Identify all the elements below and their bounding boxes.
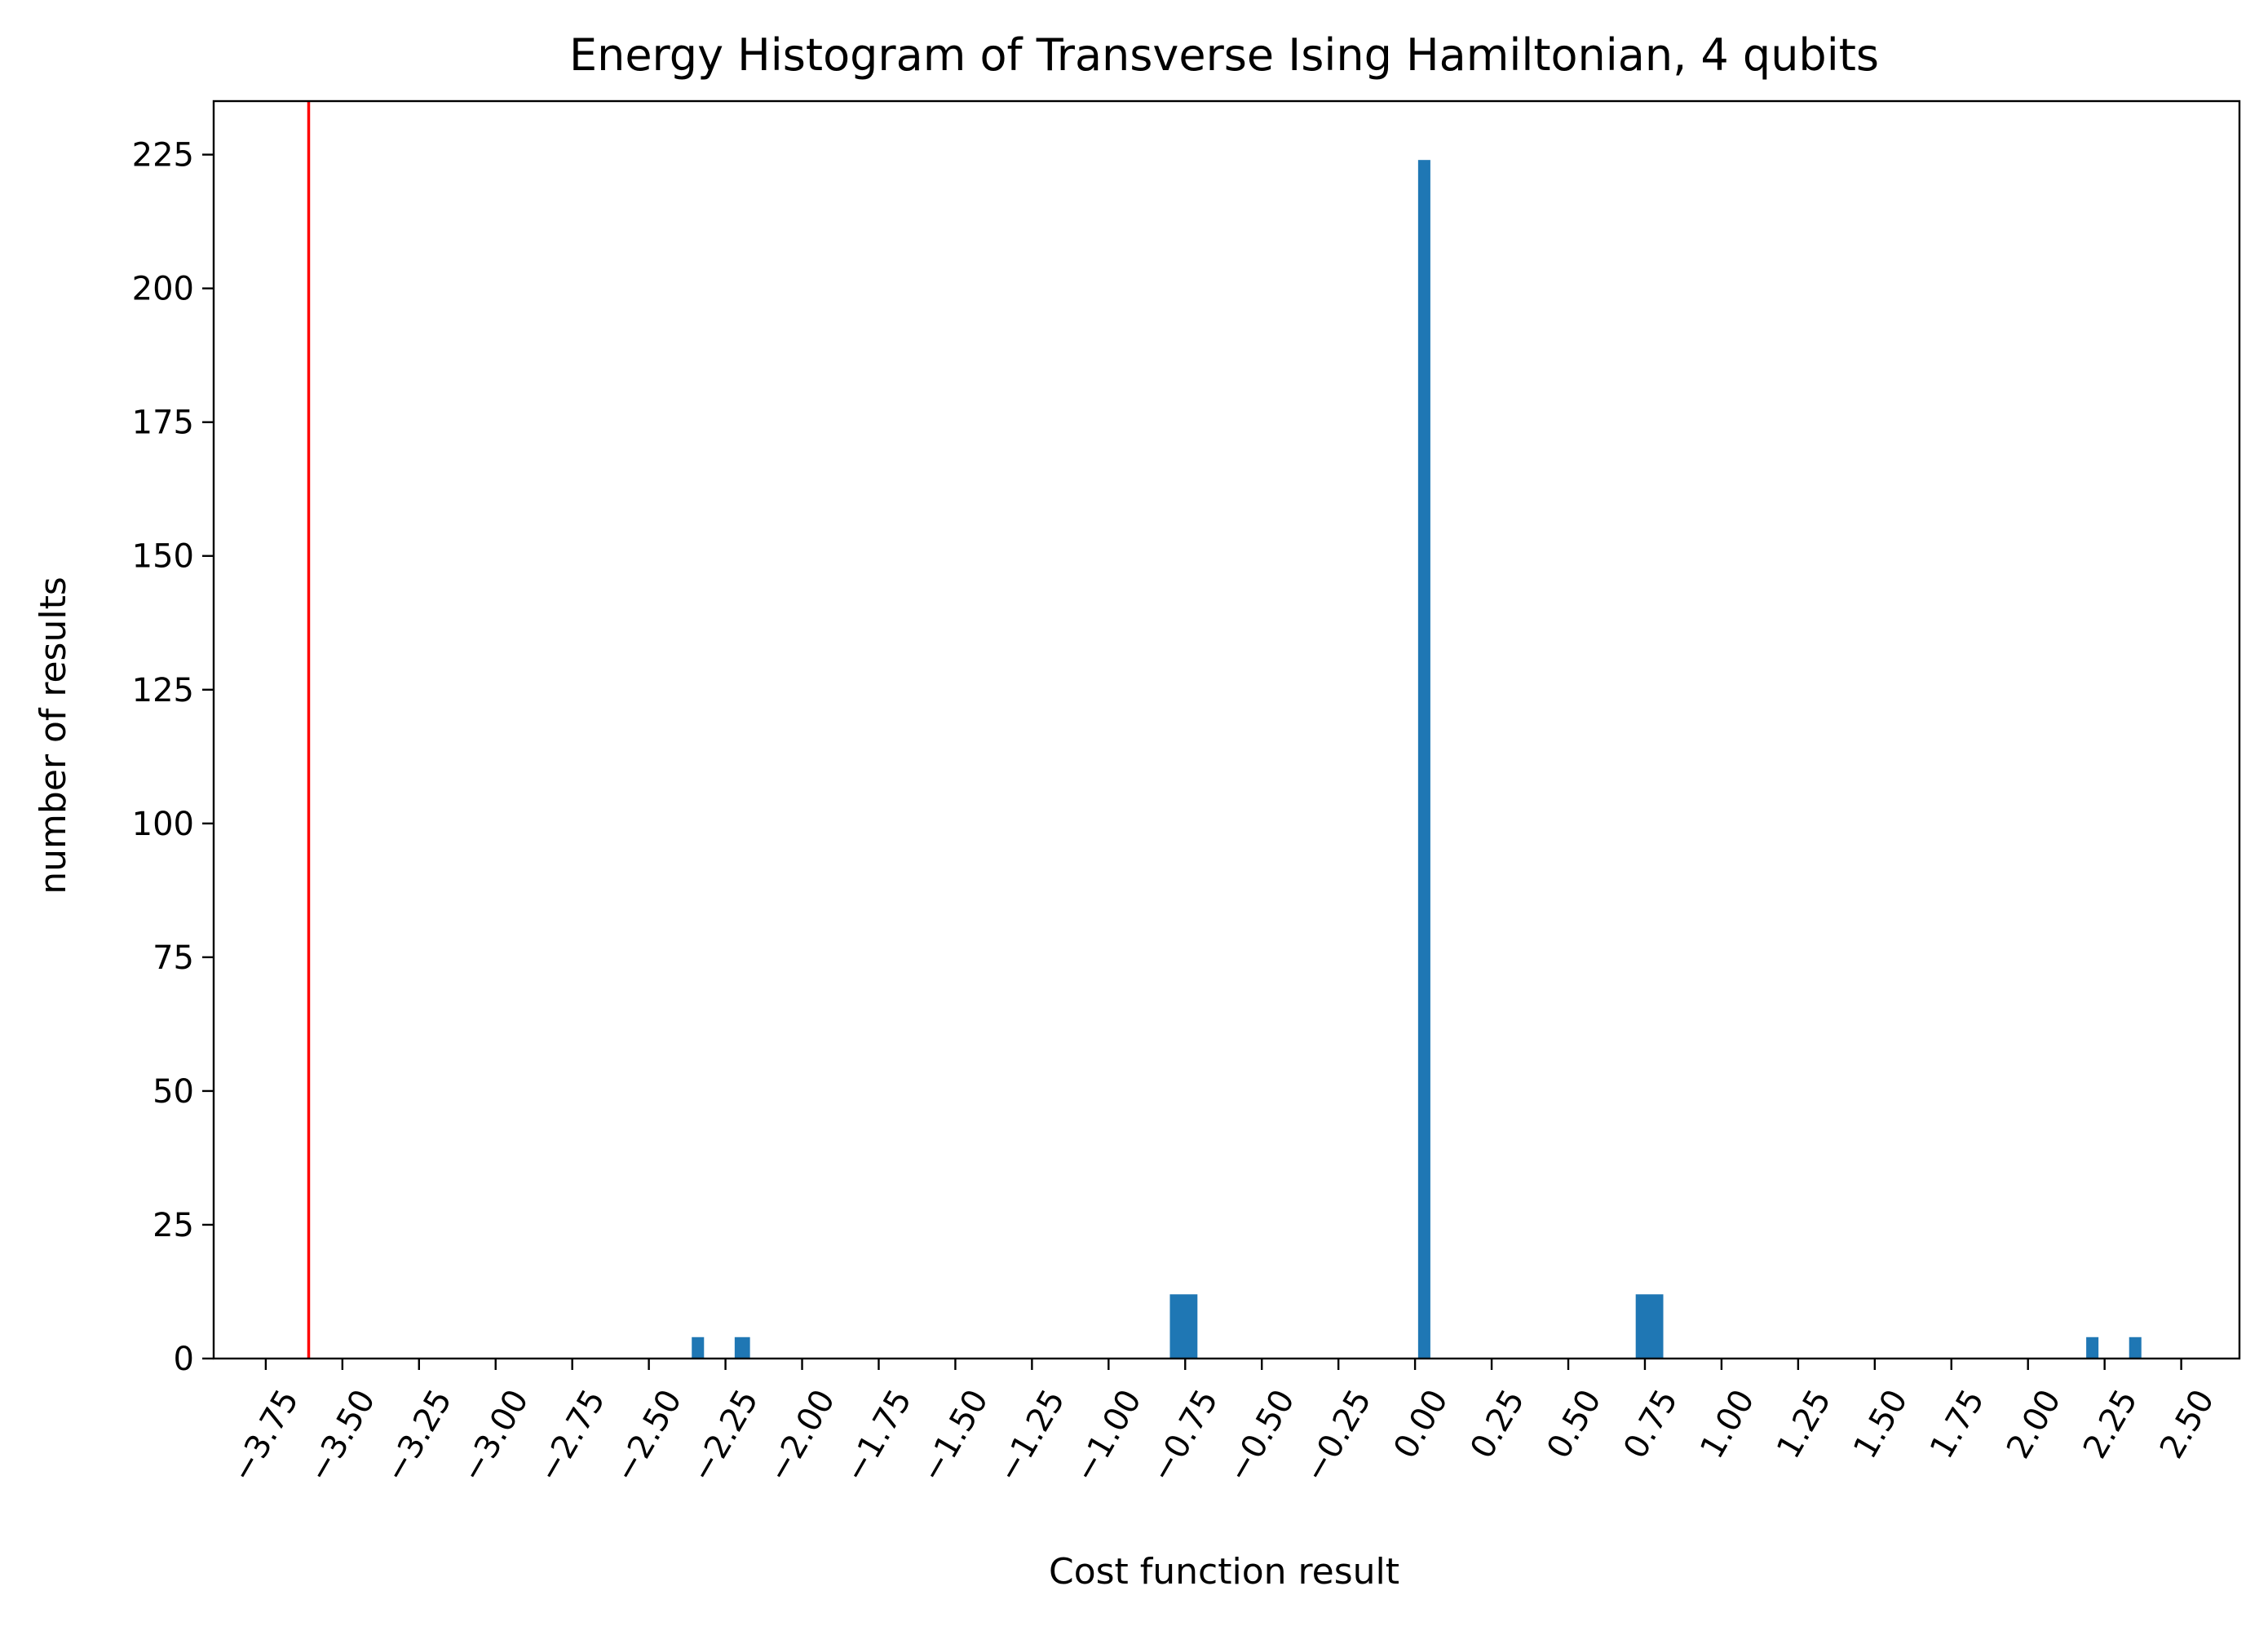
y-tick-label: 25 xyxy=(153,1207,194,1244)
plot-area-frame xyxy=(212,99,2241,1360)
histogram-bar-3 xyxy=(1417,160,1430,1359)
histogram-bar-2 xyxy=(1169,1294,1198,1359)
chart-title: Energy Histogram of Transverse Ising Ham… xyxy=(569,29,1879,81)
y-tick-label: 175 xyxy=(132,404,194,442)
x-axis-label: Cost function result xyxy=(1049,1551,1399,1593)
y-tick-label: 125 xyxy=(132,672,194,709)
y-tick-label: 225 xyxy=(132,137,194,175)
y-axis-label: number of results xyxy=(33,577,74,895)
histogram-bar-4 xyxy=(1635,1294,1664,1359)
bars-group xyxy=(692,160,2142,1359)
y-tick-label: 150 xyxy=(132,538,194,576)
histogram-bar-1 xyxy=(734,1337,750,1359)
histogram-bar-0 xyxy=(692,1337,705,1359)
y-tick-label: 200 xyxy=(132,271,194,308)
y-tick-label: 50 xyxy=(153,1073,194,1111)
y-tick-label: 75 xyxy=(153,939,194,977)
y-tick-label: 0 xyxy=(174,1341,194,1378)
y-axis-ticks: 0 25 50 75 100 125 150 175 200 225 xyxy=(132,137,214,1378)
histogram-bar-5 xyxy=(2086,1337,2099,1359)
y-tick-label: 100 xyxy=(132,806,194,843)
histogram-bar-6 xyxy=(2129,1337,2142,1359)
